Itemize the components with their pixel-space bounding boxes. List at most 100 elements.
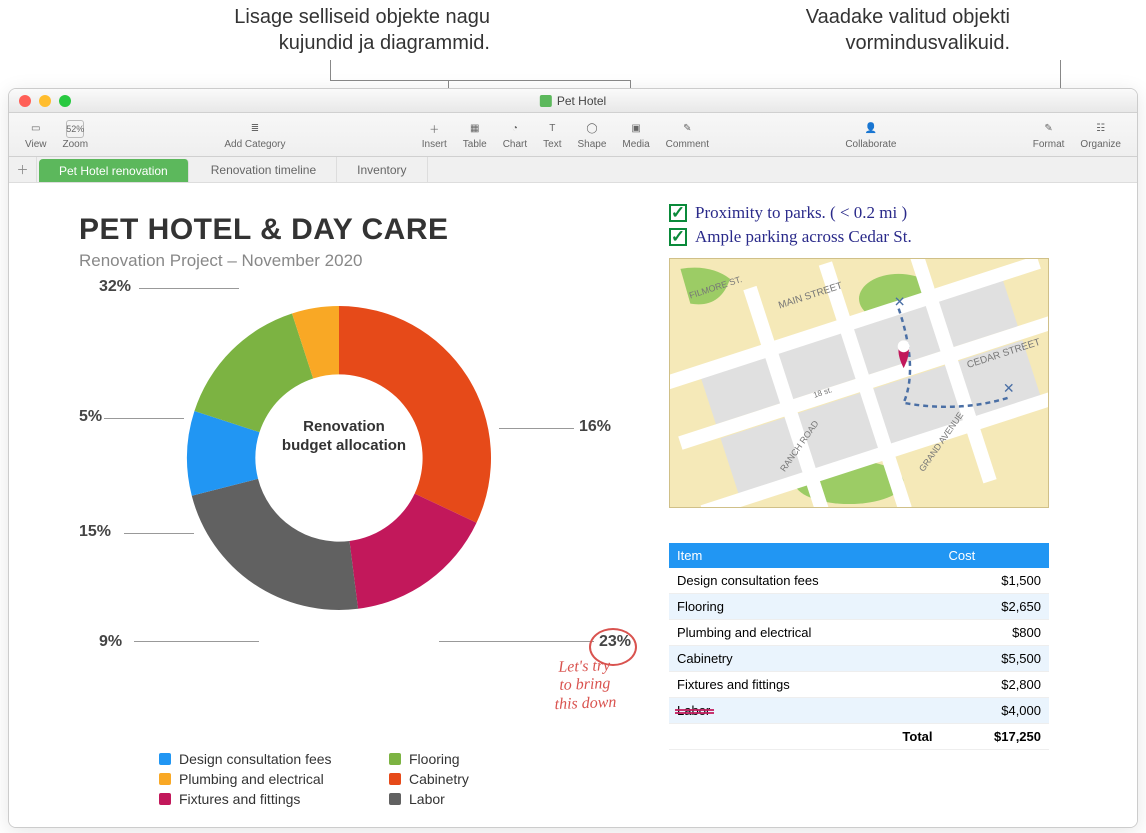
organize-label: Organize <box>1080 139 1121 150</box>
add-sheet-button[interactable]: ＋ <box>9 157 37 182</box>
legend-item: Cabinetry <box>389 771 589 787</box>
insert-button[interactable]: ＋Insert <box>414 120 455 150</box>
format-label: Format <box>1033 139 1065 150</box>
organize-icon: ☷ <box>1092 120 1110 138</box>
cell-item: Fixtures and fittings <box>669 672 941 698</box>
leader-line <box>134 641 259 642</box>
leader-line <box>104 418 184 419</box>
total-label: Total <box>669 724 941 750</box>
zoom-button[interactable]: 52% Zoom <box>55 120 97 150</box>
view-icon: ▭ <box>27 120 45 138</box>
table-row[interactable]: Plumbing and electrical$800 <box>669 620 1049 646</box>
pct-15: 15% <box>79 523 111 541</box>
canvas[interactable]: PET HOTEL & DAY CARE Renovation Project … <box>9 183 1137 827</box>
media-button[interactable]: ▣Media <box>614 120 657 150</box>
minimize-icon[interactable] <box>39 95 51 107</box>
legend-label: Flooring <box>409 751 460 767</box>
text-button[interactable]: TText <box>535 120 569 150</box>
legend-item: Fixtures and fittings <box>159 791 359 807</box>
legend-swatch <box>389 773 401 785</box>
maximize-icon[interactable] <box>59 95 71 107</box>
table-button[interactable]: ▦Table <box>455 120 495 150</box>
traffic-lights <box>9 95 71 107</box>
table-row[interactable]: Cabinetry$5,500 <box>669 646 1049 672</box>
table-row[interactable]: Flooring$2,650 <box>669 594 1049 620</box>
callout-format: Vaadake valitud objektivormindusvalikuid… <box>750 4 1010 56</box>
cell-cost: $800 <box>941 620 1050 646</box>
chart-label: Chart <box>503 139 527 150</box>
zoom-label: Zoom <box>63 139 89 150</box>
check-text: Ample parking across Cedar St. <box>695 227 912 247</box>
callout-line <box>330 80 630 81</box>
leader-line <box>139 288 239 289</box>
map-svg: ✕ ✕ FILMORE ST. MAIN STREET CEDAR STREET… <box>670 259 1048 507</box>
legend-item: Labor <box>389 791 589 807</box>
check-item: ✓Ample parking across Cedar St. <box>669 227 912 247</box>
format-icon: ✎ <box>1040 120 1058 138</box>
cost-table[interactable]: Item Cost Design consultation fees$1,500… <box>669 543 1049 750</box>
check-item: ✓Proximity to parks. ( < 0.2 mi ) <box>669 203 912 223</box>
media-label: Media <box>622 139 649 150</box>
legend-item: Flooring <box>389 751 589 767</box>
leader-line <box>439 641 594 642</box>
pct-16: 16% <box>579 418 611 436</box>
table-row[interactable]: Fixtures and fittings$2,800 <box>669 672 1049 698</box>
tab-inventory[interactable]: Inventory <box>337 157 427 182</box>
tab-renovation-timeline[interactable]: Renovation timeline <box>191 157 337 182</box>
text-label: Text <box>543 139 561 150</box>
tab-pet-hotel-renovation[interactable]: Pet Hotel renovation <box>39 159 189 182</box>
legend-label: Design consultation fees <box>179 751 332 767</box>
legend-swatch <box>159 773 171 785</box>
document-icon <box>540 95 552 107</box>
table-row[interactable]: Labor$4,000 <box>669 698 1049 724</box>
map[interactable]: ✕ ✕ FILMORE ST. MAIN STREET CEDAR STREET… <box>669 258 1049 508</box>
chart-button[interactable]: ◔Chart <box>495 120 535 150</box>
close-icon[interactable] <box>19 95 31 107</box>
check-text: Proximity to parks. ( < 0.2 mi ) <box>695 203 907 223</box>
donut-chart[interactable]: Renovation budget allocation 32% 5% 16% … <box>69 278 609 678</box>
legend-swatch <box>159 793 171 805</box>
organize-button[interactable]: ☷Organize <box>1072 120 1129 150</box>
shape-button[interactable]: ◯Shape <box>570 120 615 150</box>
total-value: $17,250 <box>941 724 1050 750</box>
collaborate-icon: 👤 <box>862 120 880 138</box>
checklist: ✓Proximity to parks. ( < 0.2 mi ) ✓Ample… <box>669 203 912 251</box>
cell-cost: $2,650 <box>941 594 1050 620</box>
callout-insert-objects: Lisage selliseid objekte nagukujundid ja… <box>160 4 490 56</box>
comment-label: Comment <box>666 139 709 150</box>
sheet-tabs: ＋ Pet Hotel renovation Renovation timeli… <box>9 157 1137 183</box>
col-cost: Cost <box>941 543 1050 568</box>
cell-cost: $2,800 <box>941 672 1050 698</box>
legend-item: Design consultation fees <box>159 751 359 767</box>
format-button[interactable]: ✎Format <box>1025 120 1073 150</box>
page-subtitle: Renovation Project – November 2020 <box>79 251 363 271</box>
legend-label: Labor <box>409 791 445 807</box>
cell-item: Design consultation fees <box>669 568 941 594</box>
page-title: PET HOTEL & DAY CARE <box>79 213 449 247</box>
comment-icon: ✎ <box>678 120 696 138</box>
table-label: Table <box>463 139 487 150</box>
table-total-row: Total$17,250 <box>669 724 1049 750</box>
cell-item: Cabinetry <box>669 646 941 672</box>
collaborate-button[interactable]: 👤Collaborate <box>837 120 904 150</box>
media-icon: ▣ <box>627 120 645 138</box>
insert-label: Insert <box>422 139 447 150</box>
hand-note: Let's tryto bringthis down <box>553 657 617 714</box>
view-button[interactable]: ▭ View <box>17 120 55 150</box>
pct-9: 9% <box>99 633 122 651</box>
callout-line <box>330 60 331 80</box>
pct-32: 32% <box>99 278 131 296</box>
window-title-text: Pet Hotel <box>557 94 606 108</box>
comment-button[interactable]: ✎Comment <box>658 120 717 150</box>
chart-legend: Design consultation feesFlooringPlumbing… <box>159 751 589 807</box>
collaborate-label: Collaborate <box>845 139 896 150</box>
add-category-button[interactable]: ≣ Add Category <box>216 120 293 150</box>
donut-svg <box>179 298 499 618</box>
text-icon: T <box>543 120 561 138</box>
shape-label: Shape <box>578 139 607 150</box>
cell-item: Plumbing and electrical <box>669 620 941 646</box>
hand-underline <box>674 708 716 716</box>
legend-swatch <box>389 753 401 765</box>
zoom-value: 52% <box>66 120 84 138</box>
table-row[interactable]: Design consultation fees$1,500 <box>669 568 1049 594</box>
